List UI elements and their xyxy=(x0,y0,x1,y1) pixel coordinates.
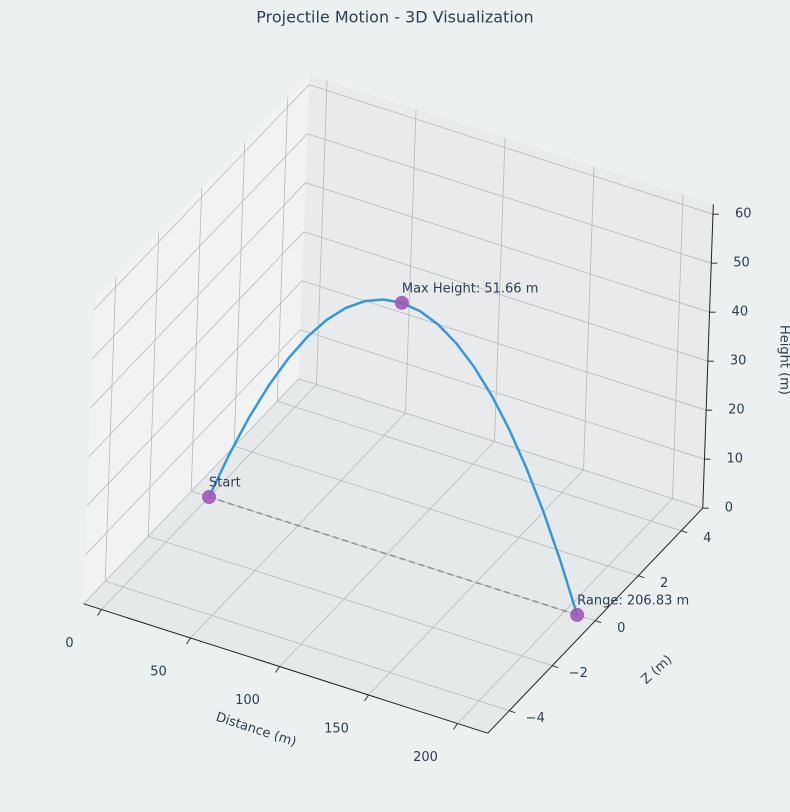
ground-line xyxy=(208,496,578,616)
z-tick-label: 0 xyxy=(617,621,625,636)
tick-mark xyxy=(638,575,645,579)
grid-line xyxy=(190,187,203,492)
grid-line xyxy=(85,329,301,556)
grid-line xyxy=(672,194,684,499)
x-tick-label: 100 xyxy=(235,693,260,708)
y-tick-label: 20 xyxy=(728,403,745,418)
grid-line xyxy=(301,280,707,411)
grid-line xyxy=(91,133,308,360)
tick-mark xyxy=(275,666,280,673)
grid-line xyxy=(83,378,299,605)
tick-mark xyxy=(364,694,369,702)
tick-mark xyxy=(186,637,191,645)
grid-line xyxy=(405,109,417,414)
grid-line xyxy=(303,231,708,362)
marker-label: Start xyxy=(209,476,241,491)
chart-title: Projectile Motion - 3D Visualization xyxy=(256,8,533,27)
z-tick-label: 4 xyxy=(703,531,711,546)
grid-line xyxy=(93,84,310,311)
marker xyxy=(202,490,216,504)
y-tick-label: 60 xyxy=(735,207,752,222)
grid-line xyxy=(88,231,305,458)
marker xyxy=(394,295,409,310)
y-tick-label: 0 xyxy=(725,501,733,516)
grid-line xyxy=(583,166,595,471)
tick-mark xyxy=(552,665,559,669)
grid-line xyxy=(104,277,117,582)
x-tick-label: 200 xyxy=(413,750,438,765)
x-axis xyxy=(83,603,488,734)
grid-line xyxy=(298,378,703,509)
z-tick-label: −2 xyxy=(569,666,588,681)
tick-mark xyxy=(97,609,102,616)
grid-line xyxy=(305,182,710,313)
x-tick-label: 0 xyxy=(65,636,73,651)
x-tick-label: 50 xyxy=(150,665,167,680)
x-axis-label: Distance (m) xyxy=(214,710,298,750)
y-axis xyxy=(702,204,714,509)
back-pane xyxy=(298,75,714,509)
grid-line xyxy=(147,232,160,537)
z-axis-label: Z (m) xyxy=(639,652,676,687)
y-tick-label: 10 xyxy=(726,452,743,467)
grid-line xyxy=(307,133,712,264)
grid-line xyxy=(233,142,246,447)
grid-line xyxy=(234,445,639,577)
marker xyxy=(570,607,585,622)
z-tick-label: −4 xyxy=(526,711,545,726)
grid-line xyxy=(494,137,506,442)
tick-mark xyxy=(595,620,602,624)
x-tick-label: 150 xyxy=(324,722,349,737)
y-tick-label: 50 xyxy=(733,256,750,271)
grid-line xyxy=(300,329,705,460)
grid-line xyxy=(90,182,306,409)
z-axis xyxy=(487,507,704,734)
tick-mark xyxy=(453,723,458,730)
y-tick-label: 40 xyxy=(732,305,749,320)
grid-line xyxy=(276,97,289,402)
y-tick-label: 30 xyxy=(730,354,747,369)
marker-label: Range: 206.83 m xyxy=(577,593,689,608)
tick-mark xyxy=(509,710,516,714)
tick-mark xyxy=(681,530,688,534)
grid-line xyxy=(316,80,328,385)
y-axis-label: Height (m) xyxy=(777,325,790,395)
marker-label: Max Height: 51.66 m xyxy=(402,281,539,296)
grid-line xyxy=(148,535,553,667)
grid-line xyxy=(308,84,714,215)
grid-line xyxy=(105,580,510,712)
z-tick-label: 2 xyxy=(660,576,668,591)
grid-line xyxy=(277,400,682,532)
grid-line xyxy=(86,280,303,507)
